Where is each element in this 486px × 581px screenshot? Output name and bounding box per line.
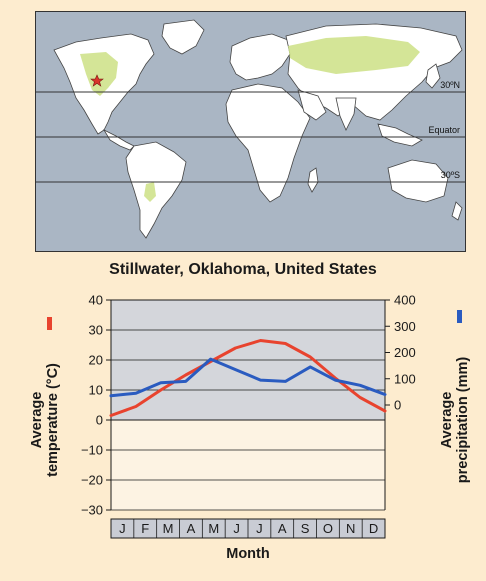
grassland-north-america bbox=[80, 52, 118, 96]
plot-bg-below-zero bbox=[111, 420, 385, 510]
landmass-africa bbox=[225, 83, 311, 203]
left-tick-label: −20 bbox=[81, 473, 103, 488]
right-axis-ticks: 400 300 200 100 0 bbox=[385, 293, 416, 413]
landmass-europe bbox=[229, 33, 291, 81]
grassland-asia bbox=[288, 36, 420, 74]
left-tick-label: 0 bbox=[96, 413, 103, 428]
landmass-south-america bbox=[125, 141, 187, 239]
right-axis-title-line1: Average bbox=[439, 392, 455, 449]
landmass-japan bbox=[425, 63, 441, 89]
precipitation-legend-swatch bbox=[457, 310, 462, 323]
precipitation-line bbox=[109, 357, 387, 398]
left-tick-label: 20 bbox=[89, 353, 103, 368]
location-star-icon bbox=[90, 74, 104, 87]
left-tick-label: −10 bbox=[81, 443, 103, 458]
chart-title: Stillwater, Oklahoma, United States bbox=[109, 261, 377, 278]
landmass-australia bbox=[387, 159, 449, 203]
month-label: F bbox=[141, 521, 149, 536]
month-label: M bbox=[163, 521, 174, 536]
landmass-central-america bbox=[102, 129, 135, 151]
landmass-new-zealand bbox=[451, 201, 463, 221]
month-label: D bbox=[369, 521, 378, 536]
right-axis-title: Average precipitation (mm) bbox=[439, 357, 471, 484]
left-tick-label: 40 bbox=[89, 293, 103, 308]
month-label: J bbox=[256, 521, 263, 536]
right-axis-title-line2: precipitation (mm) bbox=[455, 357, 471, 484]
landmass-greenland bbox=[161, 19, 205, 55]
world-map-svg: 30ºN Equator 30ºS bbox=[36, 19, 465, 239]
month-label: O bbox=[323, 521, 333, 536]
left-tick-label: 10 bbox=[89, 383, 103, 398]
world-map: 30ºN Equator 30ºS bbox=[35, 11, 466, 252]
month-label: N bbox=[346, 521, 355, 536]
label-30s: 30ºS bbox=[441, 170, 460, 180]
month-label: J bbox=[119, 521, 126, 536]
left-axis-title-line1: Average bbox=[29, 392, 45, 449]
month-label: M bbox=[208, 521, 219, 536]
landmass-india bbox=[335, 97, 357, 131]
landmass-arabia bbox=[297, 89, 327, 121]
month-label: J bbox=[233, 521, 240, 536]
right-tick-label: 200 bbox=[394, 345, 416, 360]
grassland-south-america bbox=[144, 182, 156, 202]
left-axis-title-line2: temperature (°C) bbox=[45, 363, 61, 477]
temperature-legend-swatch bbox=[47, 317, 52, 330]
month-label: A bbox=[187, 521, 196, 536]
left-tick-label: 30 bbox=[89, 323, 103, 338]
x-axis-title: Month bbox=[226, 546, 269, 562]
right-tick-label: 300 bbox=[394, 319, 416, 334]
left-axis-ticks: 40 30 20 10 0 −10 −20 −30 bbox=[81, 293, 111, 518]
label-equator: Equator bbox=[428, 125, 460, 135]
left-axis-title: Average temperature (°C) bbox=[29, 363, 61, 477]
left-tick-label: −30 bbox=[81, 503, 103, 518]
series-layer bbox=[109, 339, 387, 417]
month-label: S bbox=[301, 521, 310, 536]
label-30n: 30ºN bbox=[440, 80, 460, 90]
right-tick-label: 0 bbox=[394, 398, 401, 413]
right-tick-label: 400 bbox=[394, 293, 416, 308]
month-label: A bbox=[278, 521, 287, 536]
landmass-madagascar bbox=[307, 167, 319, 193]
landmass-southeast-asia bbox=[377, 123, 423, 147]
right-tick-label: 100 bbox=[394, 371, 416, 386]
